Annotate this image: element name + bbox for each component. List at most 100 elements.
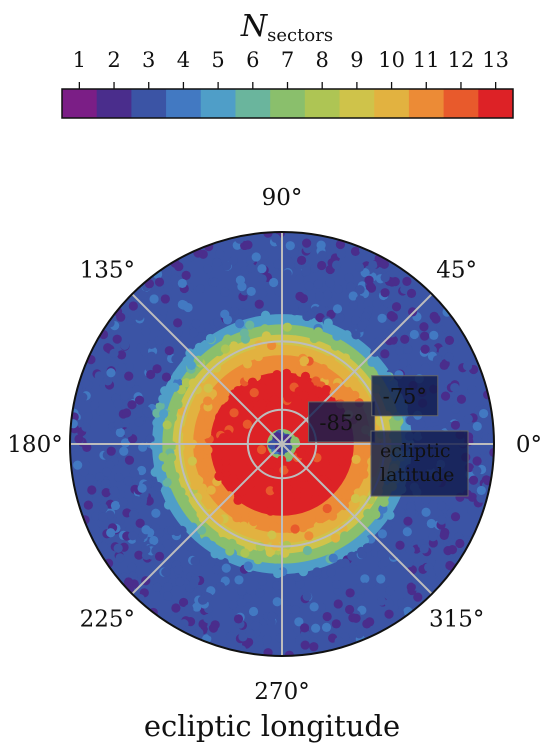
radial-axis-label-box: ecliptic latitude — [370, 430, 469, 497]
sector-point — [232, 429, 242, 439]
sector-point — [249, 516, 259, 527]
x-axis-label: ecliptic longitude — [144, 709, 400, 743]
angle-label: 0° — [516, 432, 542, 458]
sector-point — [348, 291, 358, 301]
sector-point — [438, 346, 448, 356]
radial-labels: -85° -75° — [308, 375, 439, 443]
radial-label: -85° — [319, 411, 363, 435]
sector-point — [102, 467, 112, 477]
sector-point — [321, 384, 331, 395]
sector-point — [99, 541, 109, 551]
sector-point — [331, 579, 342, 589]
sector-point — [129, 468, 139, 478]
sector-point — [109, 348, 119, 359]
sector-point — [173, 565, 184, 575]
angle-label: 225° — [80, 607, 135, 633]
sector-point — [162, 539, 172, 549]
sector-point — [188, 378, 198, 388]
sector-point — [233, 385, 243, 396]
sector-point — [239, 521, 249, 531]
sector-point — [170, 471, 180, 481]
colorbar-cell — [408, 89, 445, 118]
sector-point — [243, 240, 253, 250]
sector-point — [154, 551, 165, 561]
sector-point — [154, 335, 164, 346]
sector-point — [313, 279, 323, 289]
sector-point — [248, 606, 259, 617]
sector-point — [300, 640, 310, 650]
sector-point — [171, 603, 181, 613]
sector-point — [331, 260, 342, 270]
sector-point — [247, 527, 257, 538]
sector-point — [360, 574, 370, 584]
sector-point — [314, 291, 325, 301]
sector-point — [262, 634, 272, 645]
sector-point — [265, 547, 275, 557]
sector-point — [385, 510, 395, 520]
sector-point — [351, 613, 361, 623]
sector-point — [344, 604, 355, 615]
sector-point — [132, 495, 142, 506]
sector-point — [359, 469, 369, 479]
sector-point — [343, 490, 354, 500]
sector-point — [181, 378, 192, 388]
colorbar-tick-label: 8 — [316, 48, 329, 72]
sector-point — [235, 319, 245, 329]
sector-point — [166, 453, 177, 463]
colorbar-cell — [166, 89, 202, 118]
sector-point — [323, 290, 333, 300]
sector-point — [455, 538, 465, 549]
sector-point — [91, 511, 101, 521]
sector-point — [299, 391, 309, 401]
sector-point — [203, 383, 213, 393]
sector-point — [113, 398, 123, 409]
sector-point — [314, 332, 324, 342]
sector-point — [163, 500, 174, 510]
sector-point — [337, 342, 347, 352]
sector-point — [228, 599, 238, 610]
sector-point — [120, 420, 130, 430]
sector-point — [251, 252, 261, 262]
sector-point — [179, 494, 189, 504]
sector-point — [134, 417, 144, 427]
sector-point — [229, 306, 240, 316]
sector-point — [380, 556, 390, 567]
sector-point — [337, 498, 348, 508]
sector-point — [351, 454, 361, 465]
sector-point — [261, 331, 271, 341]
sector-point — [228, 473, 238, 483]
sector-point — [222, 261, 232, 271]
sector-point — [335, 239, 346, 250]
sector-point — [98, 512, 108, 522]
sector-point — [203, 613, 213, 624]
sector-point — [124, 371, 134, 381]
sector-point — [359, 535, 370, 546]
sector-point — [194, 443, 204, 453]
sector-point — [115, 427, 125, 438]
colorbar-cell — [131, 89, 167, 118]
sector-point — [332, 331, 342, 341]
sector-point — [311, 560, 321, 570]
sector-point — [302, 545, 313, 556]
sector-point — [175, 577, 185, 587]
sector-point — [203, 592, 213, 602]
sector-point — [259, 250, 270, 260]
sector-point — [141, 545, 151, 555]
sector-point — [271, 233, 281, 243]
sector-point — [140, 346, 150, 357]
sector-point — [426, 568, 436, 578]
colorbar-tick-label: 7 — [281, 48, 294, 72]
radial-label: -75° — [383, 385, 427, 409]
sector-point — [379, 497, 389, 507]
sector-point — [308, 463, 318, 473]
sector-point — [203, 445, 213, 455]
sector-point — [332, 382, 342, 392]
sector-point — [163, 582, 173, 592]
sector-point — [312, 567, 322, 577]
colorbar-cells — [62, 89, 514, 118]
sector-point — [290, 524, 300, 534]
grid-spoke — [131, 443, 283, 595]
sector-point — [141, 525, 151, 535]
sector-point — [191, 318, 201, 329]
sector-point — [205, 333, 216, 344]
